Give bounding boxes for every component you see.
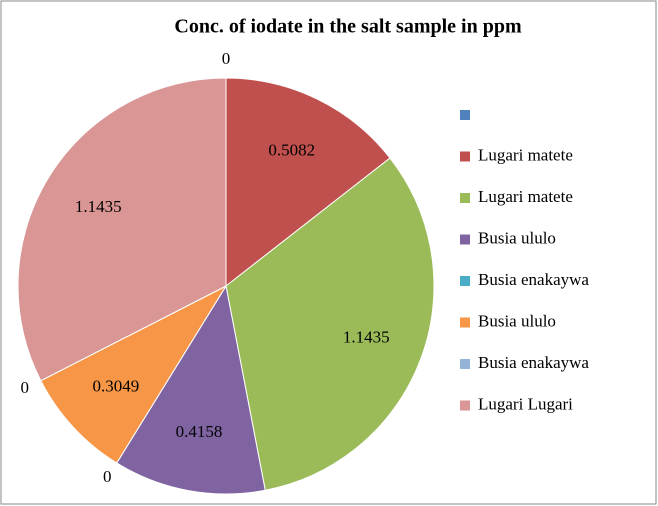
legend-label: Lugari matete	[478, 187, 573, 206]
chart-title: Conc. of iodate in the salt sample in pp…	[174, 16, 522, 38]
legend-swatch	[460, 359, 470, 369]
pie-slice	[116, 284, 266, 495]
legend-swatch	[460, 193, 470, 203]
legend-label: Busia ululo	[478, 228, 556, 247]
pie-slice	[40, 284, 228, 464]
data-label: 0.4158	[176, 422, 223, 441]
pie-slice	[17, 77, 227, 382]
data-label: 0	[103, 467, 112, 486]
pie-slice	[225, 157, 435, 491]
legend-label: Busia ululo	[478, 311, 556, 330]
data-label: 1.1435	[343, 328, 390, 347]
pie-slice	[225, 77, 391, 288]
legend-swatch	[460, 110, 470, 120]
legend-swatch	[460, 234, 470, 245]
legend-label: Busia enakaywa	[478, 353, 589, 372]
legend-swatch	[460, 400, 470, 411]
data-label: 0	[222, 49, 231, 68]
legend-label: Lugari matete	[478, 145, 573, 164]
data-label: 0.5082	[268, 140, 315, 159]
legend-swatch	[460, 151, 470, 162]
legend-label: Lugari Lugari	[478, 394, 573, 413]
data-label: 0.3049	[93, 376, 140, 395]
legend-swatch	[460, 276, 470, 286]
data-label: 0	[21, 378, 30, 397]
legend-label: Busia enakaywa	[478, 270, 589, 289]
legend-swatch	[460, 317, 470, 328]
data-label: 1.1435	[75, 197, 122, 216]
